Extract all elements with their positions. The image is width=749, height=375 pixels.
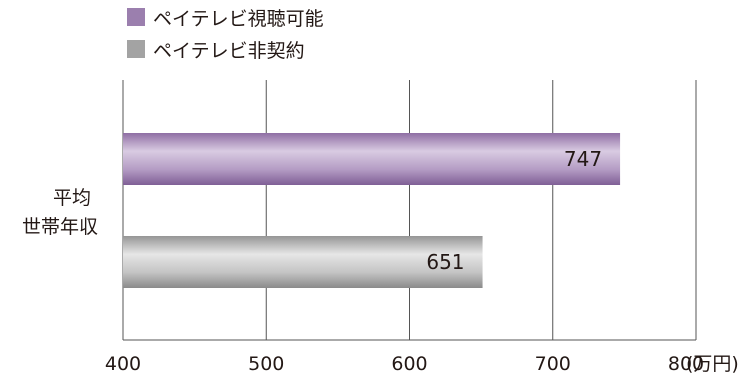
bar-1 <box>123 236 483 288</box>
bar-value-label-1: 651 <box>426 250 464 274</box>
x-tick-label-500: 500 <box>248 353 284 375</box>
bar-0 <box>123 133 621 185</box>
gridlines <box>122 80 697 341</box>
category-label-line-2: 世帯年収 <box>22 216 98 238</box>
legend-swatch-0 <box>127 8 145 26</box>
legend-swatch-1 <box>127 40 145 58</box>
legend-label-0: ペイテレビ視聴可能 <box>153 8 324 30</box>
x-tick-label-600: 600 <box>391 353 427 375</box>
legend: ペイテレビ視聴可能 ペイテレビ非契約 <box>127 8 324 62</box>
x-tick-label-400: 400 <box>105 353 141 375</box>
category-label-line-1: 平均 <box>53 187 91 209</box>
category-label: 平均 世帯年収 <box>22 187 98 238</box>
x-tick-label-700: 700 <box>535 353 571 375</box>
x-tick-label-800: 800 <box>668 353 704 375</box>
bars: 747 651 <box>123 133 621 288</box>
bar-value-label-0: 747 <box>564 147 602 171</box>
legend-label-1: ペイテレビ非契約 <box>153 40 305 62</box>
x-axis-unit: (万円) <box>686 353 739 375</box>
x-axis-ticks: 400 500 600 700 800 <box>105 353 704 375</box>
